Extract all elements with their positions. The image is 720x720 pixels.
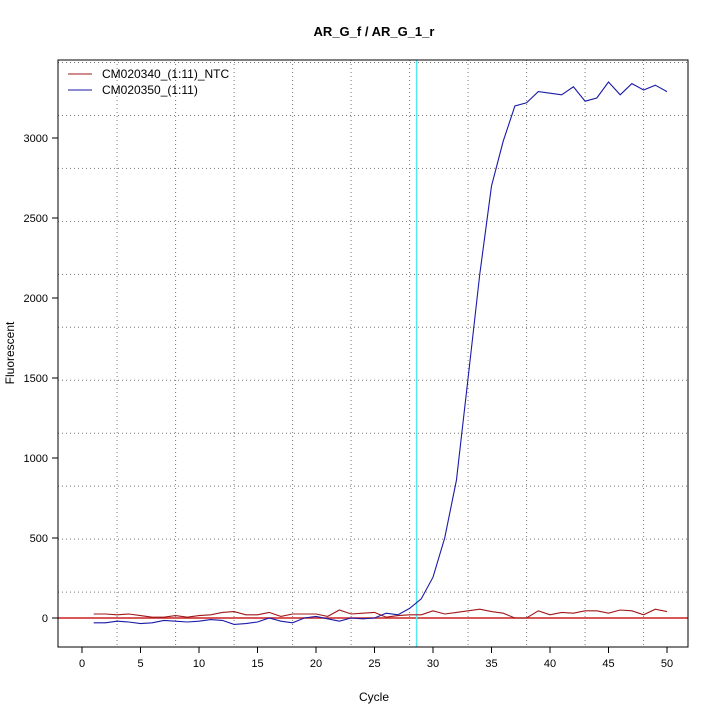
y-tick-label: 500 — [30, 533, 48, 545]
x-tick-label: 25 — [368, 658, 380, 670]
x-axis-label: Cycle — [359, 690, 389, 704]
x-tick-label: 5 — [137, 658, 143, 670]
legend-label-ntc: CM020340_(1:11)_NTC — [102, 67, 230, 81]
x-tick-label: 10 — [193, 658, 205, 670]
series-line-sample — [93, 81, 668, 625]
x-tick-label: 40 — [544, 658, 556, 670]
series-lines — [58, 60, 688, 647]
legend: CM020340_(1:11)_NTC CM020350_(1:11) — [68, 67, 230, 97]
y-tick-label: 1500 — [24, 373, 48, 385]
y-tick-label: 1000 — [24, 453, 48, 465]
plot-frame — [57, 59, 689, 648]
y-axis-label: Fluorescent — [3, 321, 17, 384]
x-tick-label: 50 — [661, 658, 673, 670]
legend-label-sample: CM020350_(1:11) — [102, 83, 198, 97]
y-tick-label: 0 — [42, 613, 48, 625]
x-tick-label: 15 — [251, 658, 263, 670]
series-line-ntc — [93, 608, 668, 619]
x-tick-label: 45 — [602, 658, 614, 670]
grid-lines — [58, 60, 688, 647]
y-tick-label: 3000 — [24, 133, 48, 145]
x-tick-label: 30 — [427, 658, 439, 670]
axes: 0 5 10 15 20 25 30 35 40 45 5005001000150020002500… — [24, 133, 674, 670]
x-tick-label: 20 — [310, 658, 322, 670]
x-tick-label: 0 — [79, 658, 85, 670]
chart-title: AR_G_f / AR_G_1_r — [314, 24, 435, 39]
x-tick-label: 35 — [485, 658, 497, 670]
y-tick-label: 2500 — [24, 213, 48, 225]
y-tick-label: 2000 — [24, 293, 48, 305]
